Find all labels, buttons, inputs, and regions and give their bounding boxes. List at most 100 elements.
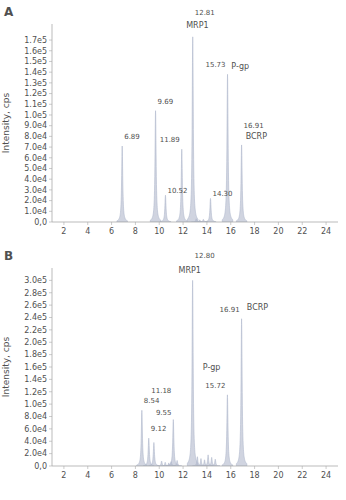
- x-tick: [63, 466, 64, 469]
- y-tick-label: 8.0e4: [24, 412, 47, 421]
- x-tick: [326, 466, 327, 469]
- y-tick-label: 1.7e5: [24, 36, 47, 45]
- y-tick: [49, 367, 52, 368]
- peak: [160, 195, 170, 222]
- y-tick: [49, 317, 52, 318]
- x-tick-label: 6: [109, 471, 114, 480]
- peak: [117, 146, 127, 222]
- y-tick-label: 1.4e5: [24, 375, 47, 384]
- y-tick: [49, 404, 52, 405]
- x-tick: [206, 222, 207, 225]
- x-tick: [206, 466, 207, 469]
- protein-label: BCRP: [246, 132, 267, 141]
- x-tick: [63, 222, 64, 225]
- x-tick: [183, 222, 184, 225]
- protein-label: MRP1: [179, 266, 201, 275]
- y-tick-label: 8.0e4: [24, 132, 47, 141]
- x-tick-label: 24: [321, 471, 331, 480]
- y-tick-label: 9.0e4: [24, 121, 47, 130]
- y-tick: [49, 428, 52, 429]
- peak-label: 14.30: [212, 190, 232, 198]
- y-tick: [49, 391, 52, 392]
- y-tick: [49, 200, 52, 201]
- y-tick-label: 1.0e5: [24, 111, 47, 120]
- x-tick-label: 2: [61, 227, 66, 236]
- x-tick-label: 10: [154, 471, 164, 480]
- y-tick: [49, 416, 52, 417]
- x-tick-label: 22: [297, 227, 307, 236]
- y-tick-label: 2.0e4: [24, 196, 47, 205]
- x-tick: [87, 222, 88, 225]
- peak-label: 9.55: [156, 409, 172, 417]
- y-tick: [49, 280, 52, 281]
- peak: [199, 219, 209, 222]
- protein-label: MRP1: [186, 21, 208, 30]
- y-tick: [49, 125, 52, 126]
- x-tick: [159, 222, 160, 225]
- y-tick: [49, 354, 52, 355]
- y-tick-label: 4.0e4: [24, 437, 47, 446]
- protein-label: P-gp: [231, 62, 249, 71]
- y-tick: [49, 104, 52, 105]
- x-tick: [254, 222, 255, 225]
- x-tick: [326, 222, 327, 225]
- x-tick-label: 18: [249, 471, 259, 480]
- peak-label: 12.81: [195, 9, 215, 17]
- y-tick-label: 3.0e4: [24, 186, 47, 195]
- y-tick: [49, 305, 52, 306]
- y-tick-label: 1.5e5: [24, 57, 47, 66]
- x-tick: [302, 466, 303, 469]
- x-axis-line: [52, 466, 338, 467]
- y-tick: [49, 292, 52, 293]
- peak: [236, 319, 246, 466]
- y-axis-label: Intensity, cps: [1, 337, 11, 398]
- y-tick-label: 1.0e4: [24, 207, 47, 216]
- y-tick: [49, 61, 52, 62]
- y-tick: [49, 157, 52, 158]
- y-tick: [49, 114, 52, 115]
- x-tick-label: 8: [133, 471, 138, 480]
- peak: [172, 460, 182, 466]
- peak-label: 12.80: [195, 252, 215, 260]
- plot-area: [137, 280, 247, 466]
- y-tick: [49, 50, 52, 51]
- y-tick: [49, 211, 52, 212]
- x-tick-label: 14: [202, 227, 212, 236]
- x-tick: [302, 222, 303, 225]
- y-tick: [49, 136, 52, 137]
- y-tick: [49, 147, 52, 148]
- peak-label: 16.91: [244, 122, 264, 130]
- y-tick-label: 1.1e5: [24, 100, 47, 109]
- y-tick: [49, 189, 52, 190]
- x-tick-label: 18: [249, 227, 259, 236]
- y-tick: [49, 453, 52, 454]
- x-tick: [135, 466, 136, 469]
- peak-label: 15.73: [205, 61, 225, 69]
- peak: [166, 462, 176, 466]
- peak-label: 15.72: [205, 382, 225, 390]
- y-tick: [49, 93, 52, 94]
- y-tick: [49, 82, 52, 83]
- peak: [222, 395, 232, 466]
- protein-label: P-gp: [203, 363, 221, 372]
- y-tick-label: 4.0e4: [24, 175, 47, 184]
- y-tick: [49, 441, 52, 442]
- y-tick-label: 1.2e5: [24, 89, 47, 98]
- x-tick-label: 2: [61, 471, 66, 480]
- x-tick: [230, 222, 231, 225]
- y-tick-label: 1.6e5: [24, 363, 47, 372]
- y-tick: [49, 168, 52, 169]
- peak: [236, 145, 246, 222]
- peak: [222, 74, 232, 222]
- y-tick-label: 6.0e4: [24, 154, 47, 163]
- x-tick-label: 4: [85, 227, 90, 236]
- x-tick-label: 20: [273, 227, 283, 236]
- y-tick-label: 1.3e5: [24, 79, 47, 88]
- y-tick: [49, 342, 52, 343]
- y-tick-label: 7.0e4: [24, 143, 47, 152]
- y-tick: [49, 222, 52, 223]
- peak: [205, 198, 215, 222]
- y-tick-label: 6.0e4: [24, 425, 47, 434]
- peak-label: 11.18: [151, 387, 171, 395]
- peak: [168, 420, 178, 466]
